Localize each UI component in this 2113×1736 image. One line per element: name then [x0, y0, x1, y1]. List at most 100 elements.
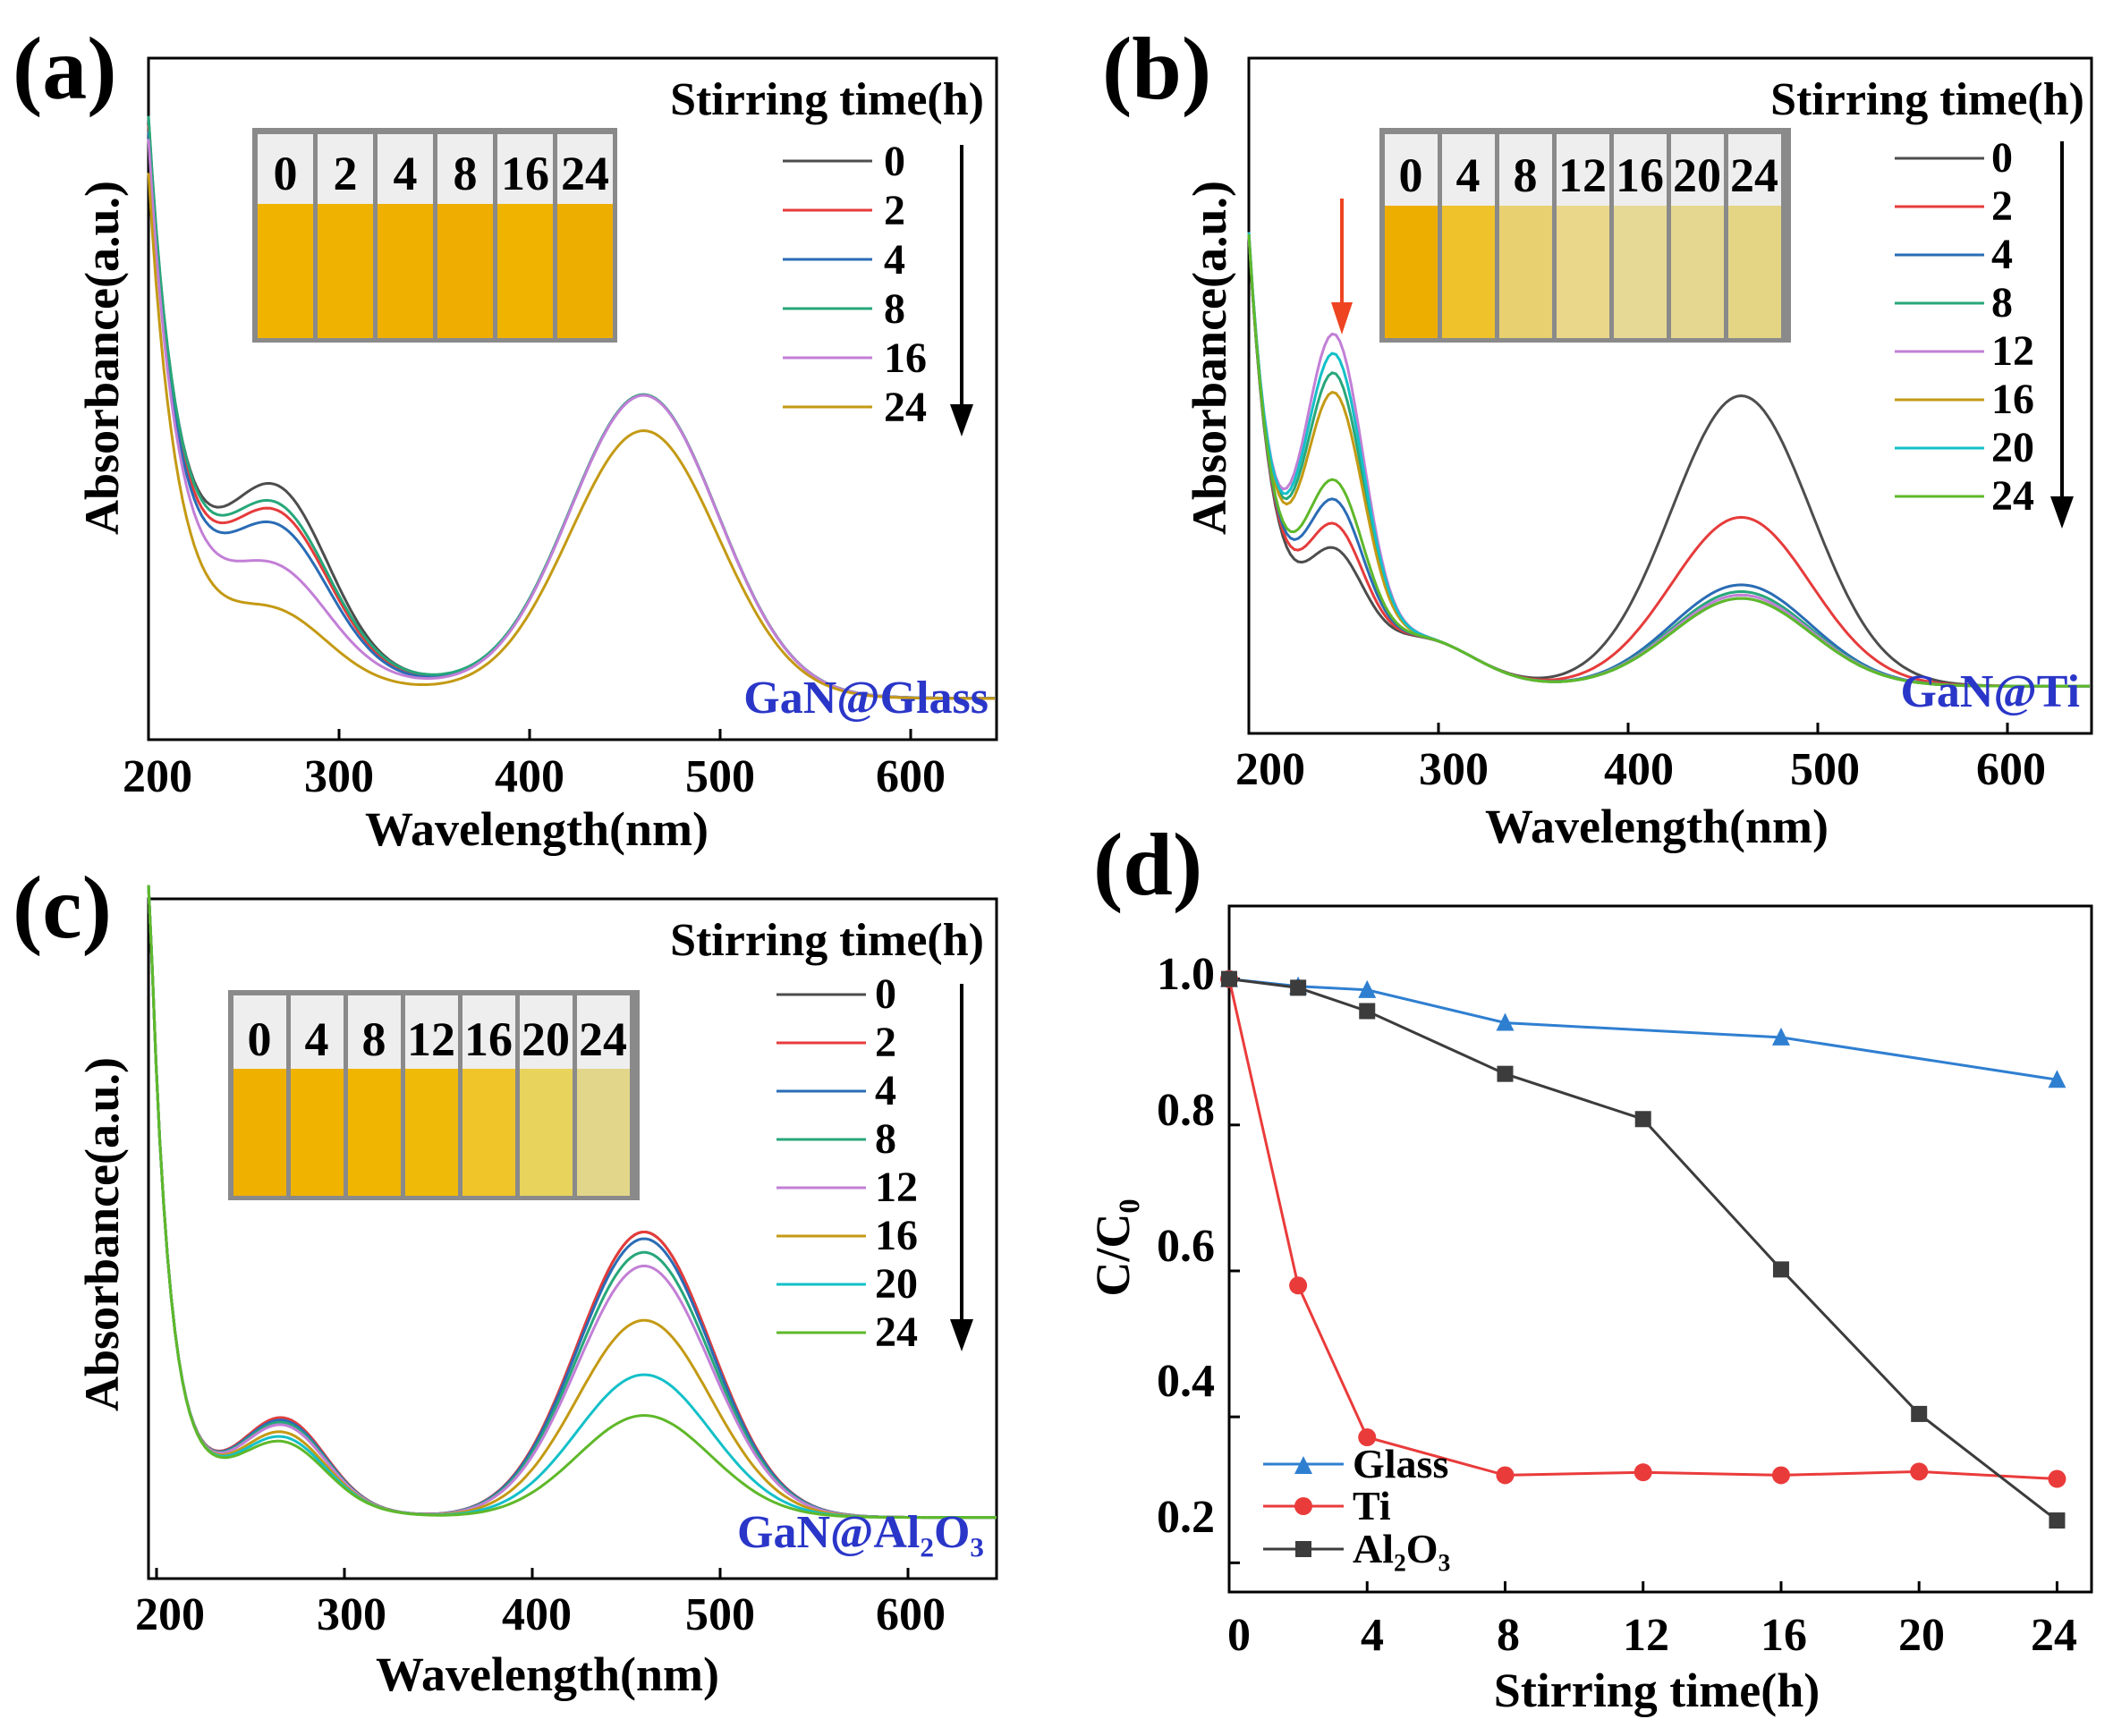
panel-b-legend-label: 2 [1991, 182, 2013, 230]
panel-c-vial: 4 [291, 995, 344, 1196]
panel-a-arrow-head-icon [950, 404, 973, 436]
panel-d-point-circle [1289, 1276, 1308, 1295]
panel-c-vial-liquid [520, 1069, 573, 1196]
panel-c-legend-entry: 2 [776, 1019, 896, 1066]
panel-c-legend-label: 4 [875, 1067, 896, 1114]
panel-a-legend-label: 0 [884, 138, 905, 185]
panel-d-plot-area [1220, 969, 2066, 1529]
panel-a-sample-label: GaN@Glass [743, 673, 989, 724]
panel-a-spectrum-line-24 [147, 173, 995, 700]
panel-a-legend-label: 16 [884, 334, 927, 382]
panel-b-legend-label: 16 [1991, 376, 2034, 423]
panel-c-legend-label: 2 [875, 1019, 896, 1066]
panel-b-legend-entry: 20 [1895, 424, 2034, 471]
panel-d-xtick-label: 16 [1761, 1610, 1807, 1661]
panel-b-legend-label: 20 [1991, 424, 2034, 471]
panel-a-vial-label: 8 [454, 147, 478, 200]
panel-c-arrow-head-icon [950, 1319, 973, 1351]
panel-b-legend: Stirring time(h) 0 2 4 8 12 16 20 24 [1770, 74, 2084, 529]
panel-c-legend-label: 8 [875, 1115, 896, 1163]
panel-a-legend-entry: 0 [783, 138, 905, 185]
panel-d-xtick-label: 8 [1497, 1610, 1520, 1661]
panel-b-ticks [1247, 723, 2009, 733]
panel-d-legend-label: Al₂O₃ [1353, 1526, 1450, 1571]
panel-b-vial-liquid [1442, 206, 1495, 338]
panel-c-legend-label: 16 [875, 1212, 918, 1259]
panel-d-point-square [1290, 979, 1307, 996]
panel-c-legend-title: Stirring time(h) [670, 915, 984, 966]
panel-c-legend-entry: 16 [776, 1212, 918, 1259]
panel-b-axes-frame [1247, 56, 2093, 735]
panel-b-xtick-label: 200 [1235, 744, 1305, 795]
panel-a-xtick-label: 300 [304, 751, 374, 802]
panel-b-vial-label: 12 [1558, 148, 1607, 202]
panel-d-point-square [1359, 1003, 1376, 1020]
panel-c-plot-area [147, 885, 997, 1520]
panel-b-legend-title: Stirring time(h) [1770, 74, 2084, 125]
panel-a-vial-label: 2 [334, 147, 358, 200]
panel-a-xtick-label: 600 [876, 751, 946, 802]
panel-c-vial: 20 [520, 995, 573, 1196]
panel-b-vial-label: 0 [1399, 148, 1423, 202]
panel-c-legend: Stirring time(h) 0 2 4 8 12 16 20 24 [670, 915, 984, 1356]
panel-b-vial-liquid [1499, 206, 1552, 338]
panel-a-vial-label: 24 [561, 147, 609, 200]
panel-d-ytick-label: 1.0 [1157, 949, 1215, 1000]
panel-a: (a) 200 300 400 500 600 Wavelength(nm) A… [13, 19, 998, 856]
panel-d-point-circle [1771, 1466, 1790, 1485]
panel-d-point-square [2049, 1512, 2066, 1529]
panel-c-legend-label: 12 [875, 1164, 918, 1211]
panel-b-x-axis-label: Wavelength(nm) [1485, 800, 1829, 853]
panel-c-vial: 24 [577, 995, 630, 1196]
panel-b-xtick-label: 400 [1604, 744, 1674, 795]
panel-a-plot-area [147, 115, 995, 700]
panel-a-vial: 4 [378, 134, 433, 338]
panel-c-vial: 12 [405, 995, 458, 1196]
panel-a-legend-entry: 24 [783, 384, 927, 431]
panel-a-ticks [147, 729, 912, 740]
panel-d-point-circle [2048, 1469, 2066, 1488]
panel-c-label: (c) [13, 858, 112, 957]
panel-a-vial: 16 [497, 134, 553, 338]
panel-d-x-axis-label: Stirring time(h) [1494, 1664, 1820, 1717]
panel-c-vial-label: 20 [522, 1012, 570, 1066]
panel-a-vial-liquid [318, 204, 373, 338]
panel-c-vial-photo: 0 4 8 12 16 20 24 [228, 990, 640, 1200]
panel-d-ytick-label: 0.6 [1157, 1221, 1215, 1272]
panel-c-vial-label: 8 [362, 1012, 386, 1066]
panel-b-red-arrow [1331, 199, 1353, 334]
panel-c-vial-liquid [405, 1069, 458, 1196]
panel-d-line-circle [1227, 978, 2058, 1480]
panel-c-xtick-label: 600 [876, 1589, 946, 1640]
panel-d-legend-entry: Al₂O₃ [1263, 1526, 1450, 1571]
panel-a-vial-liquid [557, 204, 613, 338]
panel-c-ticks [155, 1568, 910, 1579]
panel-a-legend-label: 8 [884, 285, 905, 333]
panel-d-xtick-label: 20 [1898, 1610, 1945, 1661]
panel-d-xtick-label: 4 [1361, 1610, 1384, 1661]
panel-b-xtick-label: 600 [1976, 744, 2046, 795]
panel-b-legend-label: 4 [1991, 231, 2013, 278]
panel-d-point-square [1497, 1065, 1514, 1082]
panel-b-vial: 20 [1671, 134, 1724, 338]
panel-d-legend-entry: Ti [1263, 1483, 1391, 1529]
panel-c-legend-entry: 20 [776, 1260, 918, 1308]
panel-d-point-square [1911, 1405, 1928, 1422]
panel-d-legend-entry: Glass [1263, 1441, 1448, 1486]
panel-c-xtick-label: 400 [502, 1589, 572, 1640]
panel-b-vial-photo: 0 4 8 12 16 20 24 [1379, 128, 1791, 343]
panel-b-vial-label: 20 [1673, 148, 1721, 202]
panel-c-vial-label: 4 [305, 1012, 329, 1066]
panel-a-vial-label: 4 [394, 147, 418, 200]
panel-c-legend-label: 0 [875, 970, 896, 1018]
panel-c-legend-label: 24 [875, 1308, 918, 1356]
panel-a-y-axis-label: Absorbance(a.u.) [75, 181, 129, 535]
panel-b-arrow-head-icon [2050, 496, 2074, 529]
panel-d-point-circle [1634, 1463, 1652, 1482]
panel-b-legend-entry: 16 [1895, 376, 2034, 423]
panel-a-vial-label: 0 [274, 147, 298, 200]
panel-d-ytick-label: 0.8 [1157, 1085, 1215, 1136]
panel-b-vial-label: 24 [1730, 148, 1778, 202]
panel-c-vial-label: 24 [579, 1012, 627, 1066]
panel-b-legend-entry: 24 [1895, 472, 2034, 520]
